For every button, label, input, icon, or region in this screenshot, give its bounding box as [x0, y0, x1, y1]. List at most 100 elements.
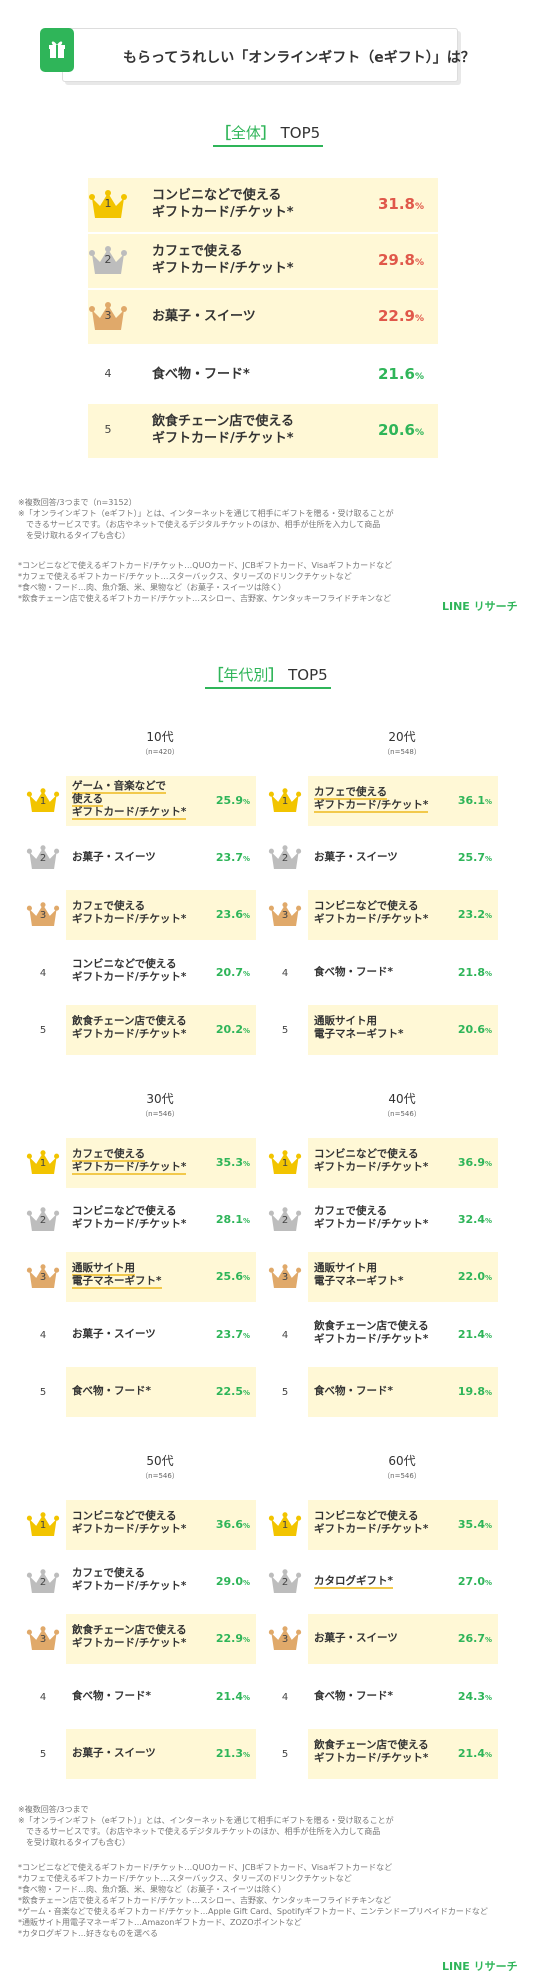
row-background	[308, 776, 498, 826]
age-item-value: 22.5%	[215, 1385, 250, 1398]
crown-icon: 1	[26, 1150, 60, 1178]
row-background	[66, 1367, 256, 1417]
age-item-value: 21.4%	[457, 1747, 492, 1760]
row-background	[66, 1729, 256, 1779]
age-row-3: 3 通販サイト用 電子マネーギフト* 25.6%	[26, 1252, 256, 1302]
crown-icon: 1	[268, 788, 302, 816]
rank-label: 3	[281, 1272, 289, 1283]
rank-label: 1	[281, 1520, 289, 1531]
rank-label: 1	[281, 1158, 289, 1169]
rank-number: 4	[26, 1322, 60, 1350]
age-item-label: お菓子・スイーツ	[72, 1747, 156, 1759]
row-background	[66, 1138, 256, 1188]
sample-size: （n=546）	[141, 1110, 179, 1118]
crown-icon: 2	[268, 845, 302, 873]
crown-icon: 3	[26, 1264, 60, 1292]
line-research-logo: LINE リサーチ	[442, 600, 518, 613]
age-item-label: カフェで使える ギフトカード/チケット*	[72, 1567, 187, 1592]
age-item-label: 食べ物・フード*	[314, 966, 393, 978]
overall-item-label: 食べ物・フード*	[152, 367, 250, 382]
rank-label: 1	[39, 1520, 47, 1531]
sample-size: （n=546）	[141, 1472, 179, 1480]
rank-label: 3	[281, 1634, 289, 1645]
age-item-value: 19.8%	[457, 1385, 492, 1398]
age-row-2: 2 カタログギフト* 27.0%	[268, 1557, 498, 1607]
age-row-5: 5 飲食チェーン店で使える ギフトカード/チケット* 21.4%	[268, 1729, 498, 1779]
age-group-header: 40代 （n=546）	[302, 1090, 502, 1119]
overall-item-label: 飲食チェーン店で使える ギフトカード/チケット*	[152, 414, 294, 446]
rank-label: 1	[281, 796, 289, 807]
age-item-value: 35.4%	[457, 1518, 492, 1531]
age-item-label: コンビニなどで使える ギフトカード/チケット*	[314, 900, 429, 925]
crown-icon: 1	[26, 788, 60, 816]
age-item-value: 36.1%	[457, 794, 492, 807]
row-background	[66, 1005, 256, 1055]
row-background	[66, 1614, 256, 1664]
overall-item-value: 20.6%	[377, 421, 424, 439]
age-row-2: 2 カフェで使える ギフトカード/チケット* 32.4%	[268, 1195, 498, 1245]
rank-label: 5	[104, 423, 112, 436]
age-item-value: 25.7%	[457, 851, 492, 864]
crown-icon: 2	[88, 246, 128, 276]
rank-number: 4	[26, 960, 60, 988]
crown-icon: 1	[268, 1150, 302, 1178]
rank-label: 5	[39, 1025, 47, 1036]
rank-label: 4	[281, 1692, 289, 1703]
row-background	[66, 1500, 256, 1550]
age-label: 20代	[388, 730, 416, 744]
age-item-value: 20.7%	[215, 966, 250, 979]
overall-row-3: 3 お菓子・スイーツ 22.9%	[88, 290, 438, 344]
crown-icon: 3	[26, 1626, 60, 1654]
row-background	[308, 1005, 498, 1055]
age-group-header: 10代 （n=420）	[60, 728, 260, 757]
age-item-value: 23.7%	[215, 851, 250, 864]
age-label: 10代	[146, 730, 174, 744]
age-row-1: 1 コンビニなどで使える ギフトカード/チケット* 36.9%	[268, 1138, 498, 1188]
age-footnotes: *コンビニなどで使えるギフトカード/チケット…QUOカード、JCBギフトカード、…	[18, 1863, 488, 1938]
overall-item-value: 22.9%	[377, 307, 424, 325]
crown-icon: 1	[88, 190, 128, 220]
crown-icon: 3	[88, 302, 128, 332]
rank-label: 5	[39, 1387, 47, 1398]
gift-icon	[40, 28, 74, 72]
rank-label: 5	[39, 1749, 47, 1760]
rank-label: 2	[281, 1577, 289, 1588]
age-item-label: コンビニなどで使える ギフトカード/チケット*	[314, 1148, 429, 1173]
age-item-label: コンビニなどで使える ギフトカード/チケット*	[72, 1510, 187, 1535]
age-item-value: 21.8%	[457, 966, 492, 979]
age-item-value: 21.4%	[215, 1690, 250, 1703]
age-item-label: 食べ物・フード*	[72, 1385, 151, 1397]
age-row-4: 4 お菓子・スイーツ 23.7%	[26, 1310, 256, 1360]
rank-label: 4	[39, 1330, 47, 1341]
age-row-2: 2 カフェで使える ギフトカード/チケット* 29.0%	[26, 1557, 256, 1607]
age-row-2: 2 お菓子・スイーツ 23.7%	[26, 833, 256, 883]
age-item-label: カフェで使える ギフトカード/チケット*	[314, 1205, 429, 1230]
age-row-4: 4 食べ物・フード* 21.4%	[26, 1672, 256, 1722]
age-item-value: 24.3%	[457, 1690, 492, 1703]
age-row-3: 3 お菓子・スイーツ 26.7%	[268, 1614, 498, 1664]
age-row-1: 1 コンビニなどで使える ギフトカード/チケット* 36.6%	[26, 1500, 256, 1550]
age-item-label: コンビニなどで使える ギフトカード/チケット*	[314, 1510, 429, 1535]
page-title: もらってうれしい「オンラインギフト（eギフト）」は？	[123, 50, 475, 66]
overall-item-label: カフェで使える ギフトカード/チケット*	[152, 244, 294, 276]
age-row-5: 5 飲食チェーン店で使える ギフトカード/チケット* 20.2%	[26, 1005, 256, 1055]
age-row-3: 3 コンビニなどで使える ギフトカード/チケット* 23.2%	[268, 890, 498, 940]
header-box: もらってうれしい「オンラインギフト（eギフト）」は？	[62, 28, 475, 82]
page-header: もらってうれしい「オンラインギフト（eギフト）」は？	[40, 28, 480, 86]
age-item-label: カフェで使える ギフトカード/チケット*	[314, 786, 429, 813]
overall-item-value: 31.8%	[377, 195, 424, 213]
overall-note: ※複数回答/3つまで（n=3152） ※「オンラインギフト（eギフト）」とは、イ…	[18, 498, 394, 540]
rank-number: 4	[268, 960, 302, 988]
row-background	[308, 1252, 498, 1302]
age-item-value: 28.1%	[215, 1213, 250, 1226]
row-background	[308, 1367, 498, 1417]
age-row-1: 1 カフェで使える ギフトカード/チケット* 35.3%	[26, 1138, 256, 1188]
rank-label: 3	[104, 309, 112, 322]
age-item-value: 35.3%	[215, 1156, 250, 1169]
age-item-label: 食べ物・フード*	[314, 1690, 393, 1702]
age-row-5: 5 通販サイト用 電子マネーギフト* 20.6%	[268, 1005, 498, 1055]
age-group-header: 60代 （n=546）	[302, 1452, 502, 1481]
row-background	[308, 1138, 498, 1188]
age-row-5: 5 お菓子・スイーツ 21.3%	[26, 1729, 256, 1779]
age-item-value: 25.9%	[215, 794, 250, 807]
